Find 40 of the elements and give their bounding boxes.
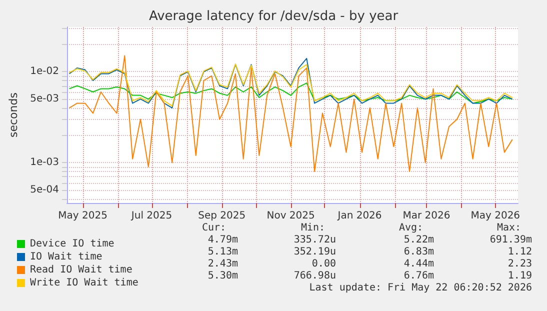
line-series [68, 55, 513, 172]
x-tick-label: Mar 2026 [402, 210, 450, 222]
x-tick-label: May 2026 [470, 210, 520, 222]
text: 2.43m [208, 258, 238, 270]
legend-label: Write IO Wait time [30, 278, 138, 288]
y-tick-label: 5e-03 [30, 94, 59, 105]
y-axis-title: seconds [7, 92, 20, 138]
text: 4.79m [208, 234, 238, 246]
text: 6.83m [404, 246, 434, 258]
text: 5.22m [404, 234, 434, 246]
legend-label: IO Wait time [30, 252, 102, 262]
text: 352.19u [294, 246, 336, 258]
text: Cur: [202, 222, 226, 234]
text: Max: [497, 222, 522, 234]
y-tick-label: 1e-02 [30, 66, 59, 78]
x-tick-label: Jul 2025 [130, 210, 172, 222]
x-tick-label: Jan 2026 [336, 210, 382, 222]
y-tick-label: 1e-03 [30, 157, 59, 168]
text: 4.44m [404, 258, 434, 270]
text: 691.39m [490, 234, 532, 246]
text: Last update: Fri May 22 06:20:52 2026 [309, 282, 532, 294]
text: 5.30m [208, 270, 238, 282]
text: 335.72u [294, 234, 336, 246]
text: Avg: [399, 222, 424, 234]
text: 6.76m [404, 270, 434, 282]
text: Min: [301, 222, 326, 234]
text: 5.13m [208, 246, 238, 258]
legend-label: Read IO Wait time [30, 264, 132, 276]
x-tick-label: Nov 2025 [266, 210, 315, 222]
text: 2.23 [508, 258, 532, 270]
text: 1.12 [508, 246, 532, 258]
x-tick-label: May 2025 [58, 210, 108, 222]
chart-title: Average latency for /dev/sda - by year [148, 9, 399, 24]
line-series [68, 82, 513, 104]
text: 1.19 [508, 270, 532, 282]
x-tick-label: Sep 2025 [198, 210, 246, 222]
y-tick-label: 5e-04 [30, 184, 59, 196]
text: 766.98u [294, 270, 336, 282]
text: 0.00 [312, 258, 336, 270]
legend-label: Device IO time [30, 238, 114, 250]
